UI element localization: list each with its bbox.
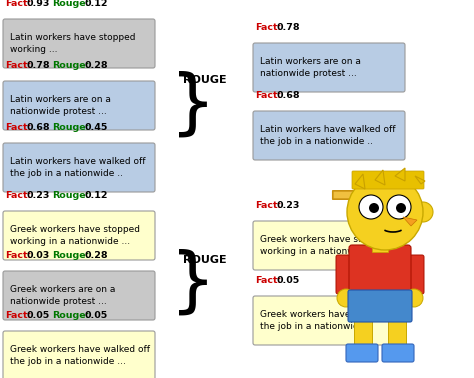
Circle shape [387, 195, 411, 219]
Text: Rouge:: Rouge: [52, 123, 90, 132]
Text: Fact:: Fact: [5, 251, 31, 260]
Circle shape [396, 203, 406, 213]
Text: Latin workers have walked off
the job in a nationwide ..: Latin workers have walked off the job in… [10, 157, 146, 178]
Text: Latin workers have walked off
the job in a nationwide ..: Latin workers have walked off the job in… [260, 125, 395, 146]
Text: 0.78: 0.78 [277, 23, 301, 32]
Circle shape [337, 289, 355, 307]
Text: Fact:: Fact: [255, 91, 282, 100]
Text: Fact:: Fact: [255, 201, 282, 210]
Bar [372, 240, 388, 252]
FancyBboxPatch shape [253, 296, 405, 345]
Text: 0.12: 0.12 [85, 0, 109, 8]
FancyBboxPatch shape [348, 290, 412, 322]
Text: Latin workers are on a
nationwide protest ...: Latin workers are on a nationwide protes… [260, 57, 361, 78]
Polygon shape [355, 174, 365, 189]
Text: Greek workers have walked off
the job in a nationwide ...: Greek workers have walked off the job in… [10, 345, 150, 366]
Text: Latin workers have stopped
working ...: Latin workers have stopped working ... [10, 33, 136, 54]
FancyBboxPatch shape [3, 19, 155, 68]
Circle shape [413, 202, 433, 222]
FancyBboxPatch shape [3, 211, 155, 260]
FancyBboxPatch shape [349, 245, 411, 301]
FancyBboxPatch shape [404, 255, 424, 294]
Text: 0.05: 0.05 [277, 276, 300, 285]
FancyBboxPatch shape [253, 111, 405, 160]
Text: Greek workers have walked off
the job in a nationwide ..: Greek workers have walked off the job in… [260, 310, 400, 331]
Text: Rouge:: Rouge: [52, 251, 90, 260]
Text: Fact:: Fact: [255, 23, 282, 32]
Text: Fact:: Fact: [5, 0, 31, 8]
Text: 0.78: 0.78 [27, 61, 51, 70]
FancyBboxPatch shape [3, 271, 155, 320]
Text: 0.93: 0.93 [27, 0, 50, 8]
Text: Rouge:: Rouge: [52, 61, 90, 70]
FancyBboxPatch shape [3, 331, 155, 378]
Text: 0.12: 0.12 [85, 191, 109, 200]
Text: 0.05: 0.05 [85, 311, 108, 320]
Text: 0.68: 0.68 [27, 123, 51, 132]
FancyBboxPatch shape [352, 171, 424, 189]
Text: 0.05: 0.05 [27, 311, 50, 320]
Polygon shape [375, 170, 385, 185]
Text: Fact:: Fact: [5, 123, 31, 132]
FancyBboxPatch shape [346, 344, 378, 362]
Text: Rouge:: Rouge: [52, 311, 90, 320]
Text: Fact:: Fact: [5, 191, 31, 200]
Text: Fact:: Fact: [5, 311, 31, 320]
Circle shape [347, 174, 423, 250]
Polygon shape [415, 176, 425, 184]
FancyArrowPatch shape [333, 188, 372, 202]
Polygon shape [395, 168, 405, 181]
Text: Fact:: Fact: [5, 61, 31, 70]
FancyBboxPatch shape [3, 81, 155, 130]
FancyBboxPatch shape [382, 344, 414, 362]
Text: }: } [170, 71, 216, 139]
Text: 0.23: 0.23 [27, 191, 50, 200]
FancyBboxPatch shape [253, 221, 405, 270]
Text: Rouge:: Rouge: [52, 0, 90, 8]
Text: Latin workers are on a
nationwide protest ...: Latin workers are on a nationwide protes… [10, 95, 111, 116]
Text: Greek workers are on a
nationwide protest ...: Greek workers are on a nationwide protes… [10, 285, 115, 306]
Circle shape [359, 195, 383, 219]
Text: Rouge:: Rouge: [52, 191, 90, 200]
Text: 0.03: 0.03 [27, 251, 50, 260]
Polygon shape [403, 217, 417, 226]
Bar [354, 313, 372, 348]
FancyBboxPatch shape [336, 255, 356, 294]
Circle shape [369, 203, 379, 213]
Text: 0.45: 0.45 [85, 123, 109, 132]
Text: 0.28: 0.28 [85, 251, 109, 260]
FancyBboxPatch shape [3, 143, 155, 192]
Circle shape [405, 289, 423, 307]
Text: }: } [170, 248, 216, 318]
Text: Greek workers have stopped
working in a nationwide ...: Greek workers have stopped working in a … [10, 225, 140, 246]
Bar [388, 313, 406, 348]
Text: ROUGE: ROUGE [183, 255, 227, 265]
Text: Fact:: Fact: [255, 276, 282, 285]
Text: 0.68: 0.68 [277, 91, 301, 100]
FancyBboxPatch shape [253, 43, 405, 92]
Text: 0.23: 0.23 [277, 201, 301, 210]
Text: ROUGE: ROUGE [183, 75, 227, 85]
Text: 0.28: 0.28 [85, 61, 109, 70]
Text: Greek workers have stopped
working in a nationwide ...: Greek workers have stopped working in a … [260, 235, 390, 256]
